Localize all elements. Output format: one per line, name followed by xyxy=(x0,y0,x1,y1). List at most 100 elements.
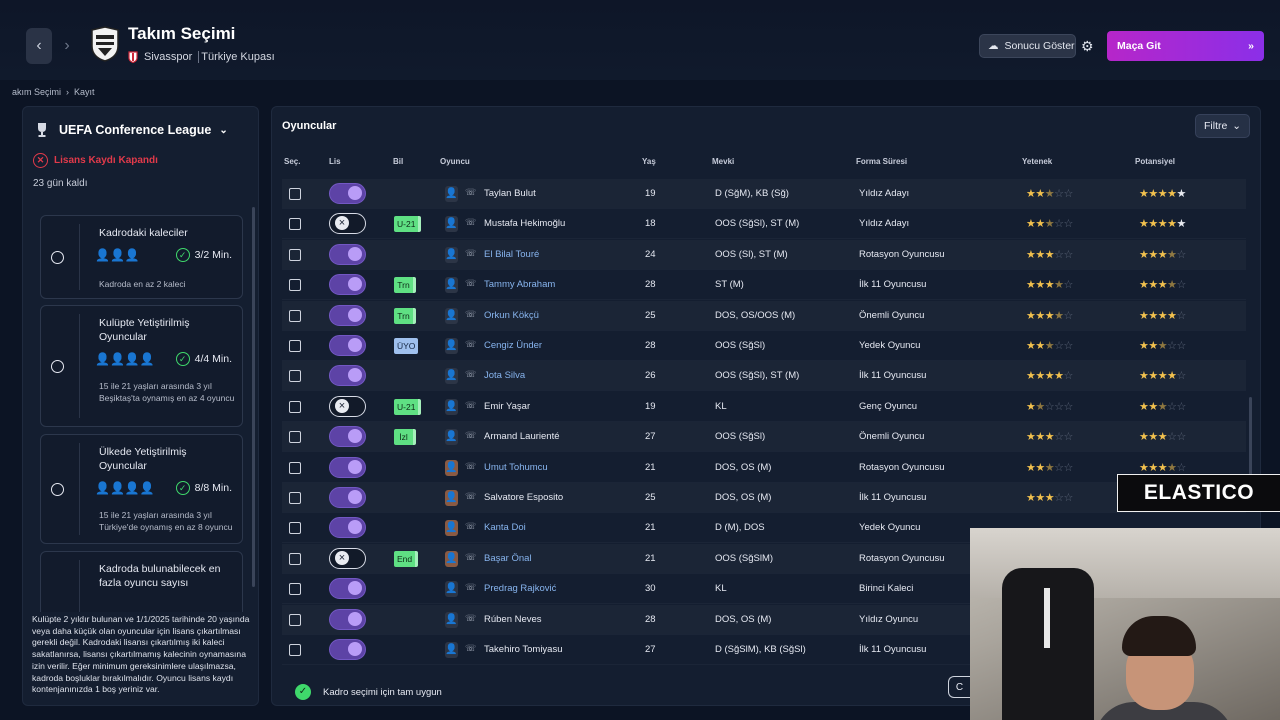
league-selector[interactable]: UEFA Conference League ⌄ xyxy=(33,121,228,139)
breadcrumb-item-registration[interactable]: Kayıt xyxy=(74,87,95,97)
table-row[interactable]: 👤 ☏ El Bilal Touré 24 OOS (Sl), ST (M) Rotasy… xyxy=(282,239,1246,270)
table-row[interactable]: 👤 ☏ Takehiro Tomiyasu 27 D (SğSlM), KB (SğSl… xyxy=(282,635,1246,665)
select-checkbox[interactable] xyxy=(289,613,301,626)
license-toggle[interactable] xyxy=(329,608,366,630)
table-row[interactable]: Trn 👤 ☏ Tammy Abraham 28 ST (M) İlk 11 Oyuncus… xyxy=(282,270,1246,301)
license-toggle[interactable] xyxy=(329,365,366,387)
column-select[interactable]: Seç. xyxy=(284,157,301,166)
table-row[interactable]: 👤 ☏ Salvatore Esposito 25 DOS, OS (M) İlk 11 … xyxy=(282,483,1246,513)
table-row[interactable]: U-21 👤 ☏ Emir Yaşar 19 KL Genç Oyuncu ★★☆☆☆ ★★★☆… xyxy=(282,392,1246,422)
license-toggle[interactable] xyxy=(329,183,366,204)
select-checkbox[interactable] xyxy=(289,492,301,504)
select-checkbox[interactable] xyxy=(289,218,301,231)
column-license[interactable]: Lis xyxy=(329,157,341,166)
table-row[interactable]: 👤 ☏ Jota Silva 26 OOS (SğSl), ST (M) İlk 11 O… xyxy=(282,361,1246,392)
select-checkbox[interactable] xyxy=(289,309,301,322)
player-name[interactable]: Başar Önal xyxy=(484,552,532,564)
phone-icon: ☏ xyxy=(465,460,477,471)
column-info[interactable]: Bil xyxy=(393,157,404,166)
select-checkbox[interactable] xyxy=(289,340,301,352)
table-row[interactable]: 👤 ☏ Predrag Rajković 30 KL Birinci Kaleci xyxy=(282,574,1246,605)
requirement-radio[interactable] xyxy=(51,251,64,264)
select-checkbox[interactable] xyxy=(289,522,301,535)
player-name[interactable]: Cengiz Ünder xyxy=(484,340,543,351)
squad-status-text: Kadro seçimi için tam uygun xyxy=(323,686,442,698)
license-toggle[interactable] xyxy=(329,487,366,508)
column-age[interactable]: Yaş xyxy=(642,157,656,166)
player-name[interactable]: Jota Silva xyxy=(484,370,526,382)
side-button[interactable]: C xyxy=(948,676,970,698)
select-checkbox[interactable] xyxy=(289,188,301,200)
player-role: İlk 11 Oyuncusu xyxy=(859,492,927,503)
forward-button[interactable]: › xyxy=(54,28,80,64)
table-row[interactable]: 👤 ☏ Taylan Bulut 19 D (SğM), KB (Sğ) Yıldız A… xyxy=(282,179,1246,209)
back-button[interactable]: ‹ xyxy=(26,28,52,64)
select-checkbox[interactable] xyxy=(289,644,301,656)
webcam-person-body xyxy=(1094,702,1234,720)
license-toggle[interactable] xyxy=(329,517,366,539)
phone-icon: ☏ xyxy=(465,308,477,319)
license-toggle[interactable] xyxy=(329,639,366,660)
club-name[interactable]: Sivasspor xyxy=(144,51,193,63)
table-row[interactable]: İzl 👤 ☏ Armand Laurienté 27 OOS (SğSl) Önemli … xyxy=(282,422,1246,453)
column-player[interactable]: Oyuncu xyxy=(440,157,470,166)
player-name[interactable]: Emir Yaşar xyxy=(484,400,531,412)
column-role[interactable]: Forma Süresi xyxy=(856,157,908,166)
player-name[interactable]: Predrag Rajković xyxy=(484,583,557,595)
license-toggle[interactable] xyxy=(329,578,366,600)
select-checkbox[interactable] xyxy=(289,248,301,261)
column-ability[interactable]: Yetenek xyxy=(1022,157,1053,166)
player-name[interactable]: Taylan Bulut xyxy=(484,188,536,199)
scrollbar[interactable] xyxy=(252,207,255,587)
requirement-card-nation-trained[interactable]: Ülkede Yetiştirilmiş Oyuncular 👤👤👤👤 ✓ 8/… xyxy=(40,434,243,544)
requirement-radio[interactable] xyxy=(51,360,64,373)
player-position: KL xyxy=(715,583,727,595)
select-checkbox[interactable] xyxy=(289,370,301,383)
table-row[interactable]: 👤 ☏ Umut Tohumcu 21 DOS, OS (M) Rotasyon Oyun… xyxy=(282,453,1246,483)
show-result-button[interactable]: ☁ Sonucu Göster xyxy=(979,34,1076,58)
license-toggle[interactable] xyxy=(329,304,366,326)
requirement-radio[interactable] xyxy=(51,483,64,496)
license-toggle[interactable] xyxy=(329,213,366,235)
table-row[interactable]: 👤 ☏ Kanta Doi 21 D (M), DOS Yedek Oyuncu xyxy=(282,513,1246,544)
go-to-match-button[interactable]: Maça Git » xyxy=(1107,31,1264,61)
filter-button[interactable]: Filtre ⌄ xyxy=(1195,114,1250,138)
license-toggle[interactable] xyxy=(329,547,366,569)
player-name[interactable]: Armand Laurienté xyxy=(484,431,560,443)
column-position[interactable]: Mevki xyxy=(712,157,735,166)
license-toggle[interactable] xyxy=(329,243,366,265)
scrollbar[interactable] xyxy=(1249,397,1252,497)
select-checkbox[interactable] xyxy=(289,552,301,565)
license-toggle[interactable] xyxy=(329,456,366,478)
select-checkbox[interactable] xyxy=(289,279,301,292)
player-position: KL xyxy=(715,400,727,412)
player-name[interactable]: Takehiro Tomiyasu xyxy=(484,644,563,655)
requirement-card-club-trained[interactable]: Kulüpte Yetiştirilmiş Oyuncular 👤👤👤👤 ✓ 4… xyxy=(40,305,243,427)
table-row[interactable]: ÜYO 👤 ☏ Cengiz Ünder 28 OOS (SğSl) Yedek Oyunc… xyxy=(282,331,1246,361)
player-name[interactable]: Orkun Kökçü xyxy=(484,309,539,321)
select-checkbox[interactable] xyxy=(289,431,301,444)
player-name[interactable]: Kanta Doi xyxy=(484,522,526,534)
competition-name[interactable]: Türkiye Kupası xyxy=(198,51,275,63)
license-toggle[interactable] xyxy=(329,395,366,417)
license-toggle[interactable] xyxy=(329,274,366,296)
select-checkbox[interactable] xyxy=(289,461,301,474)
gear-icon[interactable]: ⚙ xyxy=(1081,38,1094,54)
player-name[interactable]: El Bilal Touré xyxy=(484,248,540,260)
potential-stars-icon: ★★★☆☆ xyxy=(1139,340,1186,352)
breadcrumb-item-squad[interactable]: akım Seçimi xyxy=(12,87,62,97)
select-checkbox[interactable] xyxy=(289,583,301,596)
table-row[interactable]: U-21 👤 ☏ Mustafa Hekimoğlu 18 OOS (SğSl), ST … xyxy=(282,209,1246,240)
player-name[interactable]: Rúben Neves xyxy=(484,613,542,625)
column-potential[interactable]: Potansiyel xyxy=(1135,157,1176,166)
player-name[interactable]: Tammy Abraham xyxy=(484,279,556,291)
select-checkbox[interactable] xyxy=(289,400,301,413)
player-name[interactable]: Salvatore Esposito xyxy=(484,492,564,503)
requirement-card-goalkeepers[interactable]: Kadrodaki kaleciler 👤👤👤 ✓ 3/2 Min. Kadro… xyxy=(40,215,243,299)
player-name[interactable]: Mustafa Hekimoğlu xyxy=(484,218,566,230)
player-name[interactable]: Umut Tohumcu xyxy=(484,461,548,473)
table-row[interactable]: Trn 👤 ☏ Orkun Kökçü 25 DOS, OS/OOS (M) Önemli … xyxy=(282,300,1246,331)
license-toggle[interactable] xyxy=(329,426,366,448)
potential-stars-icon: ★★★★☆ xyxy=(1139,309,1186,322)
license-toggle[interactable] xyxy=(329,335,366,356)
